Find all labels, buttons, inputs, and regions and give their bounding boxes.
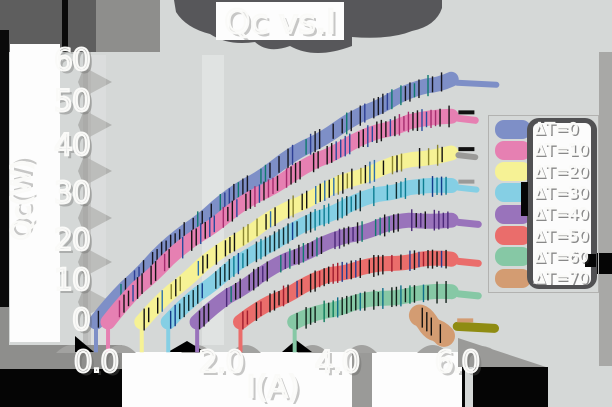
series-end-stub: [455, 184, 480, 193]
ytick-shadow-spine: [83, 52, 91, 345]
right-black-dash: [597, 253, 612, 274]
legend-entry-label: ΔT=50: [533, 225, 589, 245]
legend-white-panel: [533, 123, 591, 285]
title-white-box: [216, 2, 344, 40]
y-tick-label: 0: [71, 303, 92, 339]
legend-swatch: [495, 162, 531, 182]
legend-border-box: [488, 115, 599, 293]
chart-title: Qc vs.I: [223, 2, 337, 42]
legend-entry-label: ΔT=30: [533, 182, 589, 202]
legend-swatch: [495, 226, 531, 245]
topleft-mid-patch: [96, 0, 160, 52]
left-gray-strip: [0, 307, 9, 352]
series-curve-4: [189, 212, 459, 330]
series-end-stub: [452, 321, 500, 333]
x-axis-label: I(A): [246, 370, 301, 405]
y-tick-label: 20: [53, 223, 92, 259]
y-tick-label: 10: [53, 263, 92, 299]
legend-entry-label: ΔT=60: [533, 246, 589, 266]
legend-black-bit-1: [521, 182, 528, 216]
series-curve-6: [287, 283, 459, 330]
legend-entry-label: ΔT=40: [533, 204, 589, 224]
ylabel-white-panel: [10, 44, 60, 342]
topleft-black-dash: [62, 0, 68, 52]
series-end-stub: [454, 218, 482, 228]
x-tick-label: 4.0: [314, 345, 362, 381]
series-end-stub: [455, 152, 479, 161]
y-tick-label: 30: [53, 176, 92, 212]
bottom-black-vline: [462, 352, 465, 407]
bottomright-black-patch: [473, 367, 548, 407]
gridline-stripe-0: [88, 55, 106, 345]
x-tick-label: 0.0: [73, 345, 121, 381]
legend-entry-label: ΔT=70: [533, 267, 589, 287]
bottomright-gray-ramp: [458, 338, 546, 367]
x-tick-label: 2.0: [198, 345, 246, 381]
series-end-stub: [454, 79, 500, 88]
legend-entry-label: ΔT=10: [533, 140, 589, 160]
legend-black-bit-2: [585, 254, 596, 267]
left-black-strip: [0, 30, 9, 307]
series-curve-3: [160, 177, 459, 330]
ytick-shadow-diamonds: [78, 67, 112, 317]
series-end-stub: [454, 114, 479, 124]
legend-swatch: [495, 119, 531, 139]
xaxis-white-band: [74, 352, 462, 407]
legend-swatch: [495, 140, 531, 160]
y-tick-label: 40: [53, 128, 92, 164]
y-tick-label: 60: [53, 43, 92, 79]
series-curve-0: [88, 71, 459, 330]
x-tick-label: 6.0: [434, 345, 482, 381]
legend-swatch: [495, 268, 531, 288]
series-curve-2: [134, 145, 459, 330]
legend-entry-label: ΔT=0: [533, 118, 579, 138]
right-gray-strip: [599, 52, 612, 366]
y-tick-label: 50: [53, 84, 92, 120]
series-end-stub: [454, 257, 482, 267]
topleft-dark-patch: [0, 0, 96, 52]
bottom-gray-strip: [352, 352, 372, 407]
legend-swatch: [495, 247, 531, 267]
series-end-stub: [454, 290, 482, 300]
bottomleft-black-patch: [0, 369, 122, 407]
y-axis-label: Qc(W): [6, 159, 38, 242]
legend-entry-label: ΔT=20: [533, 161, 589, 181]
